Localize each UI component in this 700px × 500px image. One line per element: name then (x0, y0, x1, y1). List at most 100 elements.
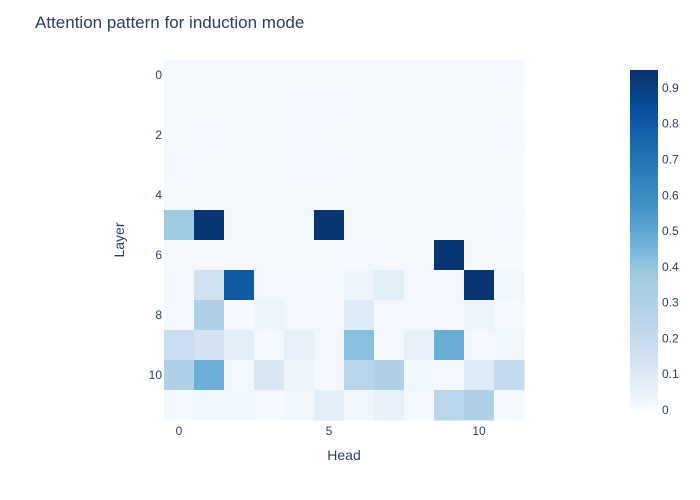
heatmap-cells (164, 60, 525, 421)
heatmap-cell (224, 180, 255, 211)
heatmap-cell (164, 210, 195, 241)
heatmap-cell (314, 360, 345, 391)
x-axis-title: Head (327, 447, 360, 463)
colorbar-tick-label: 0.7 (662, 152, 679, 166)
heatmap-cell (494, 150, 525, 181)
heatmap-cell (464, 270, 495, 301)
heatmap-cell (224, 270, 255, 301)
heatmap-cell (344, 120, 375, 151)
heatmap-cell (314, 90, 345, 121)
heatmap-cell (254, 90, 285, 121)
heatmap-cell (434, 180, 465, 211)
heatmap-cell (194, 360, 225, 391)
heatmap-cell (344, 240, 375, 271)
heatmap-cell (374, 330, 405, 361)
heatmap-cell (194, 210, 225, 241)
heatmap-cell (284, 180, 315, 211)
heatmap-cell (254, 330, 285, 361)
y-axis-ticks: 0 2 4 6 8 10 (149, 68, 163, 382)
x-tick-label: 10 (472, 424, 486, 438)
heatmap-cell (404, 120, 435, 151)
heatmap-cell (494, 330, 525, 361)
heatmap-cell (254, 60, 285, 91)
x-tick-label: 5 (326, 424, 333, 438)
heatmap-cell (164, 390, 195, 421)
heatmap-cell (464, 210, 495, 241)
y-tick-label: 10 (149, 368, 163, 382)
heatmap-cell (374, 360, 405, 391)
heatmap-cell (374, 390, 405, 421)
heatmap-cell (164, 240, 195, 271)
heatmap-cell (494, 90, 525, 121)
heatmap-cell (284, 270, 315, 301)
heatmap-cell (434, 300, 465, 331)
heatmap-cell (374, 210, 405, 241)
y-tick-label: 8 (155, 308, 162, 322)
heatmap-cell (314, 150, 345, 181)
colorbar-tick-label: 0 (662, 403, 669, 417)
colorbar-ticks: 0 0.1 0.2 0.3 0.4 0.5 0.6 0.7 0.8 0.9 (662, 81, 679, 417)
heatmap-cell (464, 390, 495, 421)
heatmap-cell (374, 270, 405, 301)
heatmap-cell (224, 360, 255, 391)
heatmap-cell (254, 360, 285, 391)
heatmap-cell (224, 210, 255, 241)
heatmap-cell (284, 90, 315, 121)
heatmap-cell (194, 240, 225, 271)
y-tick-label: 0 (155, 68, 162, 82)
heatmap-cell (254, 120, 285, 151)
y-tick-label: 2 (155, 128, 162, 142)
heatmap-cell (194, 330, 225, 361)
heatmap-cell (464, 120, 495, 151)
heatmap-cell (254, 300, 285, 331)
heatmap-cell (314, 390, 345, 421)
heatmap-cell (464, 90, 495, 121)
heatmap-cell (374, 120, 405, 151)
heatmap-cell (224, 120, 255, 151)
heatmap-cell (404, 90, 435, 121)
heatmap-cell (314, 60, 345, 91)
heatmap-cell (494, 270, 525, 301)
heatmap-cell (194, 390, 225, 421)
heatmap-cell (464, 180, 495, 211)
heatmap-cell (254, 210, 285, 241)
heatmap-cell (284, 150, 315, 181)
heatmap-cell (284, 360, 315, 391)
heatmap-cell (344, 90, 375, 121)
heatmap-cell (284, 60, 315, 91)
heatmap-cell (464, 240, 495, 271)
colorbar-tick-label: 0.6 (662, 188, 679, 202)
heatmap-cell (194, 300, 225, 331)
heatmap-cell (434, 330, 465, 361)
heatmap-cell (254, 270, 285, 301)
heatmap-cell (344, 150, 375, 181)
heatmap-cell (164, 330, 195, 361)
heatmap-cell (164, 270, 195, 301)
heatmap-cell (224, 330, 255, 361)
heatmap-cell (284, 390, 315, 421)
heatmap-cell (374, 90, 405, 121)
heatmap-cell (344, 60, 375, 91)
heatmap-cell (404, 270, 435, 301)
heatmap-cell (314, 300, 345, 331)
colorbar-tick-label: 0.9 (662, 81, 679, 95)
heatmap-cell (374, 60, 405, 91)
heatmap-cell (494, 180, 525, 211)
heatmap-cell (374, 150, 405, 181)
heatmap-cell (434, 270, 465, 301)
chart-title: Attention pattern for induction mode (35, 13, 305, 32)
heatmap-cell (194, 120, 225, 151)
heatmap-cell (404, 390, 435, 421)
heatmap-cell (164, 60, 195, 91)
heatmap-cell (344, 360, 375, 391)
heatmap-cell (194, 270, 225, 301)
heatmap-cell (164, 120, 195, 151)
heatmap-cell (344, 180, 375, 211)
heatmap-cell (344, 300, 375, 331)
heatmap-cell (314, 210, 345, 241)
heatmap-cell (494, 240, 525, 271)
heatmap-cell (404, 180, 435, 211)
heatmap-cell (194, 180, 225, 211)
heatmap-cell (494, 300, 525, 331)
heatmap-cell (494, 60, 525, 91)
